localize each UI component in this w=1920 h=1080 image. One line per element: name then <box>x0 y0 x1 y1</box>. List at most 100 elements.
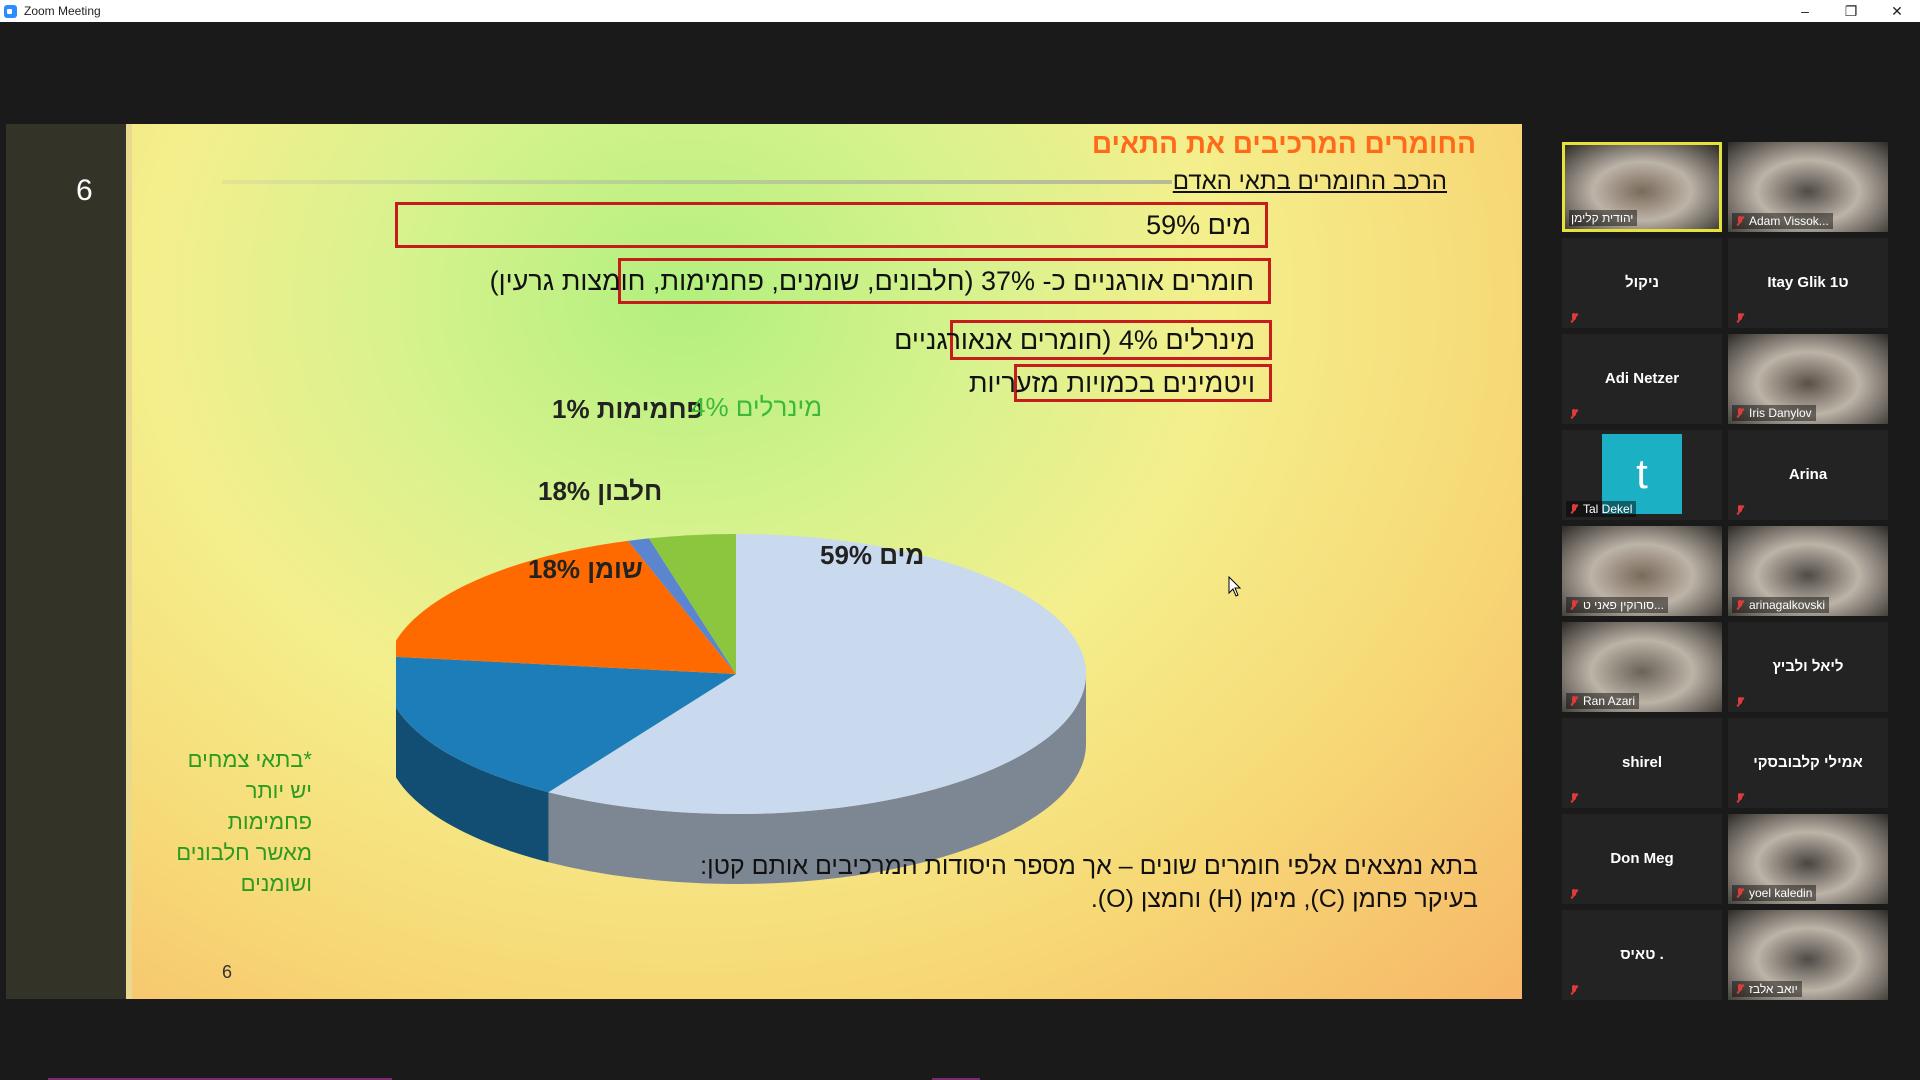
participant-name: Ran Azari <box>1583 694 1636 708</box>
participant-tile[interactable]: Adam Vissok... <box>1728 142 1888 232</box>
participant-tile[interactable]: Iris Danylov <box>1728 334 1888 424</box>
water-box: מים 59% <box>395 202 1268 248</box>
mic-muted-icon <box>1734 696 1746 708</box>
mic-muted-icon <box>1734 599 1746 611</box>
participant-name: yoel kaledin <box>1749 886 1813 900</box>
participant-name: סורוקין פאני ט... <box>1583 598 1664 612</box>
pie-label-fat: שומן 18% <box>528 554 643 584</box>
participant-name: Don Meg <box>1610 850 1674 867</box>
restore-button[interactable]: ❐ <box>1844 2 1858 19</box>
zoom-app-icon <box>4 4 17 18</box>
participant-name: ניקול <box>1625 274 1659 291</box>
participant-tile[interactable]: טאיס . <box>1562 910 1722 1000</box>
participant-name: Adam Vissok... <box>1749 214 1829 228</box>
mic-muted-icon <box>1568 599 1580 611</box>
pie-side-0 <box>548 674 1086 884</box>
pie-label-water: מים 59% <box>820 540 925 570</box>
minerals-box: מינרלים 4% (חומרים אנאורגניים <box>894 320 1272 360</box>
mic-muted-icon <box>1734 504 1746 516</box>
vitamins-box: ויטמינים בכמויות מזעריות <box>969 364 1272 402</box>
participant-tile[interactable]: yoel kaledin <box>1728 814 1888 904</box>
pie-side-1 <box>396 707 549 863</box>
participant-video <box>1565 145 1719 229</box>
participant-name: Tal Dekel <box>1583 502 1633 516</box>
participant-video <box>1562 622 1722 712</box>
mic-muted-icon <box>1568 503 1580 515</box>
participant-name: אמילי קלבובסקי <box>1753 754 1863 771</box>
window-controls: – ❐ ✕ <box>1782 0 1920 22</box>
participant-tile[interactable]: ניקול <box>1562 238 1722 328</box>
participant-name-label: Ran Azari <box>1566 693 1640 709</box>
participant-avatar: t <box>1602 434 1682 514</box>
participant-name-label: Iris Danylov <box>1732 405 1816 421</box>
slide-title: החומרים המרכיבים את התאים <box>1091 128 1476 159</box>
mic-muted-icon <box>1568 408 1580 420</box>
plant-cells-note: *בתאי צמחים יש יותר פחמימות מאשר חלבונים… <box>132 744 312 899</box>
pie-label-minerals: מינרלים 4% <box>691 392 823 422</box>
slide-footer-number: 6 <box>222 962 233 982</box>
mic-muted-icon <box>1568 888 1580 900</box>
close-button[interactable]: ✕ <box>1891 2 1903 19</box>
participant-tile[interactable]: ליאל ולביץ <box>1728 622 1888 712</box>
participant-name-label: Adam Vissok... <box>1732 213 1833 229</box>
participant-video <box>1728 910 1888 1000</box>
participant-tile[interactable]: אמילי קלבובסקי <box>1728 718 1888 808</box>
mic-muted-icon <box>1568 312 1580 324</box>
participant-tile[interactable]: Adi Netzer <box>1562 334 1722 424</box>
participant-name-label: יהודית קלימן <box>1569 210 1638 226</box>
minimize-button[interactable]: – <box>1801 3 1809 19</box>
participant-name-label: סורוקין פאני ט... <box>1566 597 1668 613</box>
shared-screen[interactable]: 6 החומרים המרכיבים את התאים הרכב החומרים… <box>6 124 1522 999</box>
note-line: יש יותר <box>245 778 312 803</box>
pie-slice-0 <box>548 534 1086 814</box>
title-divider <box>222 180 1172 184</box>
note-line: ושומנים <box>240 871 312 896</box>
participant-tile[interactable]: arinagalkovski <box>1728 526 1888 616</box>
pie-slice-3 <box>627 538 736 674</box>
participant-name: Adi Netzer <box>1604 370 1680 387</box>
slide-sidebar-number: 6 <box>76 174 93 207</box>
participant-tile[interactable]: t Tal Dekel <box>1562 430 1722 520</box>
participant-tile[interactable]: סורוקין פאני ט... <box>1562 526 1722 616</box>
participant-name: Arina <box>1788 466 1828 483</box>
slide-bottom-text: בתא נמצאים אלפי חומרים שונים – אך מספר ה… <box>700 850 1478 916</box>
mic-muted-icon <box>1568 792 1580 804</box>
pie-slice-1 <box>396 656 736 793</box>
bottom-line: בתא נמצאים אלפי חומרים שונים – אך מספר ה… <box>700 852 1478 880</box>
participant-tile[interactable]: Arina <box>1728 430 1888 520</box>
note-line: פחמימות <box>227 809 312 834</box>
participant-video <box>1562 526 1722 616</box>
pie-label-carbs: פחמימות 1% <box>552 394 704 424</box>
mic-muted-icon <box>1734 887 1746 899</box>
participant-tile[interactable]: יהודית קלימן <box>1562 142 1722 232</box>
participant-name-label: יואב אלבז <box>1732 981 1802 997</box>
composition-pie-chart <box>396 534 1086 884</box>
participant-video <box>1728 526 1888 616</box>
participant-name: shirel <box>1621 754 1663 771</box>
mic-muted-icon <box>1568 695 1580 707</box>
participant-video <box>1728 334 1888 424</box>
participant-tile[interactable]: Don Meg <box>1562 814 1722 904</box>
mic-muted-icon <box>1734 215 1746 227</box>
bottom-line: בעיקר פחמן (C), מימן (H) וחמצן (O). <box>1090 885 1478 913</box>
participant-name: טאיס . <box>1620 946 1664 963</box>
pie-slice-2 <box>396 540 736 674</box>
bottom-accent-dot <box>932 1078 980 1080</box>
mic-muted-icon <box>1734 312 1746 324</box>
organic-box: חומרים אורגניים כ- 37% (חלבונים, שומנים,… <box>490 258 1271 304</box>
participant-tile[interactable]: יואב אלבז <box>1728 910 1888 1000</box>
participant-tile[interactable]: Itay Glik ט1 <box>1728 238 1888 328</box>
participant-name: arinagalkovski <box>1749 598 1826 612</box>
pie-slice-4 <box>648 534 736 674</box>
bottom-accent-line <box>48 1078 392 1080</box>
participant-gallery: יהודית קלימן Adam Vissok... ניקול Itay Glik… <box>1562 142 1892 1007</box>
participant-video <box>1728 814 1888 904</box>
participant-name: Itay Glik ט1 <box>1767 274 1849 291</box>
participant-tile[interactable]: shirel <box>1562 718 1722 808</box>
slide: החומרים המרכיבים את התאים הרכב החומרים ב… <box>126 124 1522 999</box>
participant-name: יהודית קלימן <box>1571 211 1634 225</box>
window-title: Zoom Meeting <box>24 4 101 18</box>
pie-label-protein: חלבון 18% <box>538 476 663 506</box>
mic-muted-icon <box>1734 407 1746 419</box>
participant-tile[interactable]: Ran Azari <box>1562 622 1722 712</box>
